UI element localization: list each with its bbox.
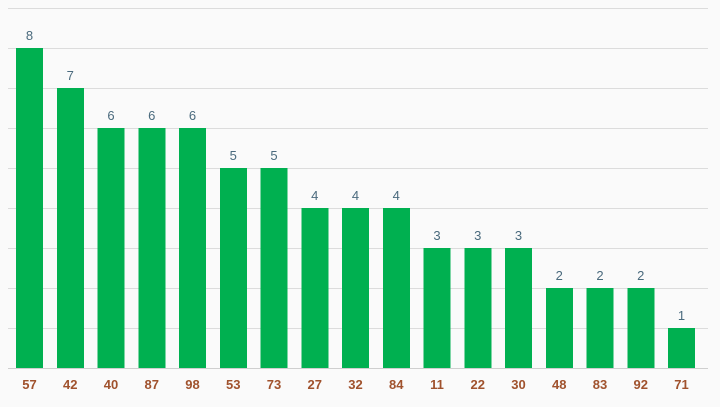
x-tick-label-84: 84 <box>389 377 404 392</box>
bar-40[interactable] <box>97 128 125 368</box>
bar-92[interactable] <box>627 288 655 368</box>
value-label-32: 4 <box>352 188 359 203</box>
value-labels: 8 7 6 6 6 5 5 4 4 4 3 3 3 2 2 2 1 <box>26 28 685 323</box>
x-tick-label-32: 32 <box>348 377 362 392</box>
x-tick-label-48: 48 <box>552 377 566 392</box>
value-label-30: 3 <box>515 228 522 243</box>
bar-98[interactable] <box>179 128 206 368</box>
x-tick-label-57: 57 <box>22 377 36 392</box>
bar-22[interactable] <box>464 248 492 368</box>
x-tick-label-83: 83 <box>593 377 607 392</box>
x-tick-label-11: 11 <box>430 377 444 392</box>
value-label-71: 1 <box>678 308 685 323</box>
bar-84[interactable] <box>382 208 410 368</box>
x-tick-label-22: 22 <box>471 377 485 392</box>
bar-73[interactable] <box>260 168 288 368</box>
value-label-40: 6 <box>107 108 114 123</box>
bars <box>16 48 695 368</box>
value-label-48: 2 <box>556 268 563 283</box>
x-tick-label-71: 71 <box>674 377 688 392</box>
value-label-42: 7 <box>67 68 74 83</box>
x-tick-label-40: 40 <box>104 377 118 392</box>
bar-48[interactable] <box>545 288 573 368</box>
value-label-73: 5 <box>270 148 277 163</box>
value-label-98: 6 <box>189 108 196 123</box>
bar-42[interactable] <box>56 88 84 368</box>
bar-11[interactable] <box>423 248 451 368</box>
value-label-57: 8 <box>26 28 33 43</box>
x-tick-label-27: 27 <box>308 377 322 392</box>
x-tick-label-92: 92 <box>634 377 648 392</box>
bar-83[interactable] <box>586 288 614 368</box>
value-label-22: 3 <box>474 228 481 243</box>
x-tick-label-30: 30 <box>511 377 525 392</box>
x-tick-label-42: 42 <box>63 377 77 392</box>
value-label-53: 5 <box>230 148 237 163</box>
bar-30[interactable] <box>505 248 532 368</box>
x-tick-label-87: 87 <box>145 377 159 392</box>
bar-53[interactable] <box>219 168 247 368</box>
x-tick-label-53: 53 <box>226 377 240 392</box>
value-label-87: 6 <box>148 108 155 123</box>
bar-57[interactable] <box>16 48 43 368</box>
x-axis-tick-labels: 57 42 40 87 98 53 73 27 32 84 11 22 30 48 83 92 71 <box>22 377 688 392</box>
x-tick-label-98: 98 <box>185 377 199 392</box>
bar-32[interactable] <box>342 208 369 368</box>
value-label-84: 4 <box>393 188 400 203</box>
value-label-27: 4 <box>311 188 318 203</box>
value-label-92: 2 <box>637 268 644 283</box>
bar-27[interactable] <box>301 208 329 368</box>
value-label-11: 3 <box>433 228 440 243</box>
bar-87[interactable] <box>138 128 166 368</box>
x-tick-label-73: 73 <box>267 377 281 392</box>
bar-71[interactable] <box>668 328 695 368</box>
value-label-83: 2 <box>596 268 603 283</box>
